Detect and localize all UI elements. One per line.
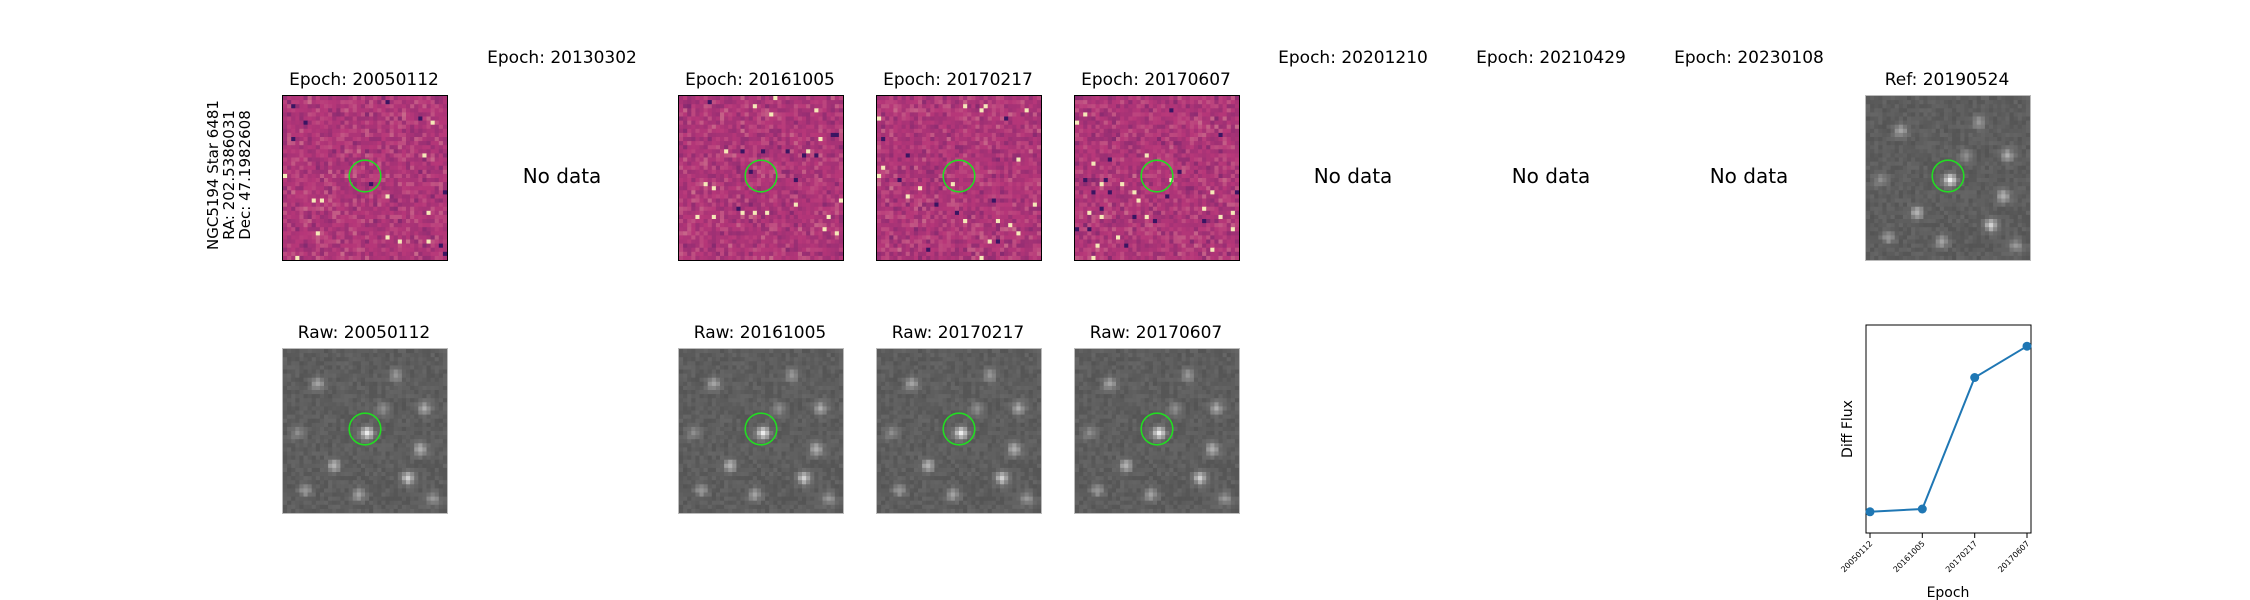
- no-data-label-20201210: No data: [1313, 164, 1393, 188]
- star-ra: RA: 202.5386031: [220, 110, 238, 240]
- no-data-label-20230108: No data: [1709, 164, 1789, 188]
- raw-image-20170217: [876, 348, 1042, 514]
- epoch-title-5: Epoch: 20170607: [1081, 70, 1231, 90]
- diff-image-20170217: [876, 95, 1042, 261]
- series-line: [1869, 345, 2028, 513]
- data-point: [1970, 373, 1980, 382]
- epoch-title-7: Epoch: 20210429: [1476, 48, 1626, 68]
- x-tick-label: 20170607: [1996, 539, 2031, 574]
- aperture-circle: [348, 412, 382, 446]
- star-name: NGC5194 Star 6481: [204, 100, 222, 250]
- data-point: [1865, 507, 1875, 517]
- epoch-title-4: Epoch: 20170217: [883, 70, 1033, 90]
- diff-image-canvas: [877, 96, 1041, 260]
- aperture-circle: [1140, 159, 1174, 193]
- aperture-circle: [1140, 412, 1174, 446]
- aperture-circle: [348, 159, 382, 193]
- epoch-title-3: Epoch: 20161005: [685, 70, 835, 90]
- data-point: [1917, 504, 1927, 514]
- raw-image-canvas: [283, 349, 447, 513]
- plot-frame: [1865, 324, 2032, 534]
- raw-title-2: Raw: 20161005: [693, 323, 827, 343]
- raw-image-20050112: [282, 348, 448, 514]
- ref-title: Ref: 20190524: [1884, 70, 2010, 90]
- raw-image-canvas: [679, 349, 843, 513]
- raw-image-20161005: [678, 348, 844, 514]
- aperture-circle: [744, 159, 778, 193]
- y-axis-label: Diff Flux: [1840, 400, 1856, 458]
- raw-title-4: Raw: 20170607: [1089, 323, 1223, 343]
- star-label: NGC5194 Star 6481 RA: 202.5386031 Dec: 4…: [204, 100, 254, 250]
- x-tick-label: 20050112: [1839, 539, 1874, 574]
- diff-image-canvas: [1075, 96, 1239, 260]
- aperture-circle: [942, 412, 976, 446]
- raw-title-1: Raw: 20050112: [297, 323, 431, 343]
- x-tick-label: 20170217: [1944, 539, 1979, 574]
- ref-image: [1865, 95, 2031, 261]
- raw-image-20170607: [1074, 348, 1240, 514]
- no-data-label-20210429: No data: [1511, 164, 1591, 188]
- epoch-title-1: Epoch: 20050112: [289, 70, 439, 90]
- ref-image-canvas: [1866, 96, 2030, 260]
- epoch-title-8: Epoch: 20230108: [1674, 48, 1824, 68]
- x-axis-label: Epoch: [1927, 585, 1970, 600]
- diff-image-canvas: [679, 96, 843, 260]
- diff-image-20050112: [282, 95, 448, 261]
- light-curve-chart: 20050112 20161005 20170217 20170607 Epoch D…: [1839, 324, 2032, 600]
- star-dec: Dec: 47.1982608: [236, 110, 254, 240]
- aperture-circle: [1931, 159, 1965, 193]
- no-data-label-20130302: No data: [522, 164, 602, 188]
- raw-title-3: Raw: 20170217: [891, 323, 1025, 343]
- diff-image-20170607: [1074, 95, 1240, 261]
- epoch-title-2: Epoch: 20130302: [487, 48, 637, 68]
- aperture-circle: [942, 159, 976, 193]
- aperture-circle: [744, 412, 778, 446]
- data-point: [2022, 341, 2032, 351]
- x-tick-label: 20161005: [1892, 539, 1927, 574]
- epoch-title-6: Epoch: 20201210: [1278, 48, 1428, 68]
- diff-image-canvas: [283, 96, 447, 260]
- raw-image-canvas: [877, 349, 1041, 513]
- raw-image-canvas: [1075, 349, 1239, 513]
- diff-image-20161005: [678, 95, 844, 261]
